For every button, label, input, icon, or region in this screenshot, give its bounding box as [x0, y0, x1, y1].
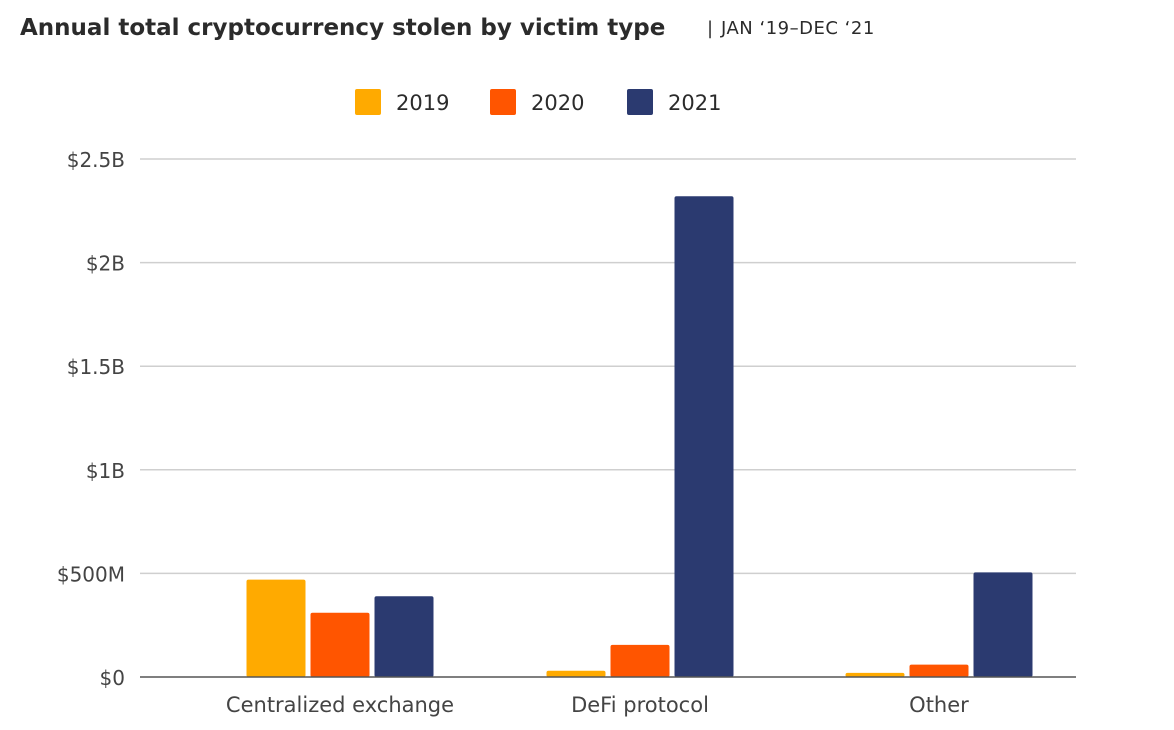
x-tick-label: Other	[909, 693, 969, 717]
bar-group	[246, 579, 434, 677]
bar-2019-1	[546, 670, 606, 677]
bar-2020-0	[310, 612, 370, 677]
bar-2020-2	[909, 664, 969, 677]
bar-group	[546, 196, 734, 677]
chart-title: Annual total cryptocurrency stolen by vi…	[20, 15, 665, 41]
bar-2021-1	[674, 196, 734, 677]
bar-group	[845, 572, 1033, 677]
legend-swatch	[490, 89, 516, 115]
y-tick-label: $1B	[86, 459, 125, 483]
legend-swatch	[355, 89, 381, 115]
title-separator: |	[707, 18, 714, 39]
bar-2021-0	[374, 596, 434, 677]
legend-swatch	[627, 89, 653, 115]
x-axis: Centralized exchange DeFi protocol Other	[140, 676, 1076, 717]
legend-label: 2020	[531, 91, 584, 115]
legend: 2019 2020 2021	[355, 89, 721, 115]
legend-item: 2020	[490, 89, 584, 115]
x-tick-label: Centralized exchange	[226, 693, 454, 717]
legend-label: 2021	[668, 91, 721, 115]
legend-label: 2019	[396, 91, 449, 115]
y-tick-label: $500M	[57, 562, 125, 586]
y-axis: $0 $500M $1B $1.5B $2B $2.5B	[57, 148, 125, 690]
bar-2021-2	[973, 572, 1033, 677]
chart-subtitle: JAN ‘19–DEC ‘21	[720, 18, 875, 39]
chart-header: Annual total cryptocurrency stolen by vi…	[20, 15, 875, 41]
x-tick-label: DeFi protocol	[571, 693, 709, 717]
y-tick-label: $0	[100, 666, 125, 690]
bar-2020-1	[610, 644, 670, 677]
bar-2019-0	[246, 579, 306, 677]
grid	[140, 158, 1076, 575]
bar-2019-2	[845, 672, 905, 677]
bars	[246, 196, 1033, 677]
y-tick-label: $1.5B	[67, 355, 125, 379]
y-tick-label: $2B	[86, 252, 125, 276]
legend-item: 2021	[627, 89, 721, 115]
y-tick-label: $2.5B	[67, 148, 125, 172]
legend-item: 2019	[355, 89, 449, 115]
